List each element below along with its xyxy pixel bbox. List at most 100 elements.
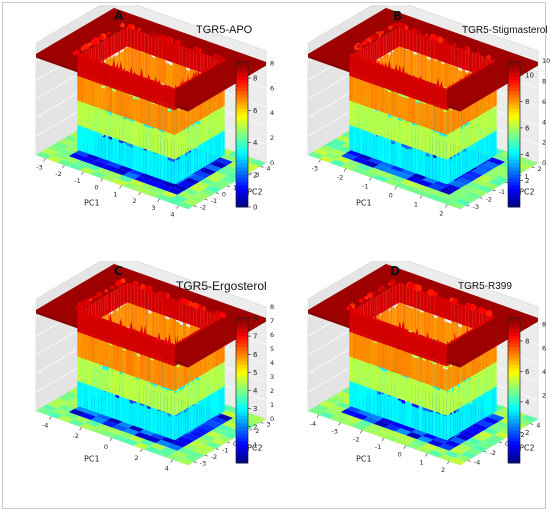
surface-cell [420,311,424,336]
colorbar-band [508,94,520,99]
surface-cell [411,356,416,380]
surface-cell [433,436,450,444]
surface-cell [119,88,123,117]
surface-cell [370,341,374,366]
surface-cell [188,152,191,176]
surface-cell [391,112,395,142]
surface-cell [160,410,165,437]
colorbar-band [508,394,520,399]
surface-cell [418,78,423,102]
surface-cell [443,450,461,458]
surface-cell [351,167,368,175]
surface-cell [413,53,417,78]
surface-cell [444,60,448,89]
colorbar-band [508,357,520,363]
surface-cell [183,177,200,185]
surface-cell [466,437,483,445]
surface-cell [94,132,99,158]
surface-cell [98,366,102,390]
surface-cell [420,287,424,311]
surface-cell [394,344,398,374]
colorbar-band [236,386,248,392]
surface-cell [436,84,440,108]
surface-cell [187,385,189,409]
surface-cell [219,134,221,158]
surface-cell [133,98,137,122]
surface-cell [94,338,99,364]
surface-cell [357,153,374,161]
surface-cell [91,126,95,156]
surface-cell [394,182,412,190]
surface-cell [377,285,385,293]
surface-cell [216,434,233,442]
surface-cell [143,99,147,126]
surface-cell [494,131,497,156]
colorbar-band [236,394,248,399]
colorbar-band [508,91,520,96]
surface-cell [391,68,395,72]
surface-cell [126,327,130,351]
surface-cell [356,105,360,129]
surface-cell [112,434,129,442]
surface-cell [422,103,426,128]
surface-cell [391,371,395,398]
surface-cell [77,98,81,127]
surface-cell [465,192,483,200]
surface-cell [427,194,444,202]
surface-cell [477,420,494,428]
surface-cell [201,321,204,331]
surface-cell [105,36,108,59]
surface-cell [425,332,430,340]
surface-cell [454,454,472,462]
x-axis-label: PC1 [84,199,100,208]
surface-cell [151,56,156,81]
surface-cell [432,103,437,132]
surface [307,263,539,465]
surface-cell [183,412,186,435]
surface-cell [91,58,95,82]
surface-cell [387,345,392,372]
surface-cell [133,186,151,194]
surface-cell [133,71,137,77]
x-tick-label: 3 [151,204,155,212]
surface-cell [122,142,126,167]
surface-cell [356,43,362,49]
colorbar-band [508,152,520,157]
surface-cell [483,161,500,169]
surface-cell [370,61,374,85]
surface-cell [477,143,479,167]
surface-cell [413,285,417,309]
surface-cell [94,59,99,84]
surface-cell [126,70,130,95]
surface-cell [80,360,85,384]
surface-cell [376,292,378,316]
x-tick-label: 4 [165,465,169,473]
y-tick [260,422,264,424]
surface-cell [203,139,205,168]
surface-cell [80,47,85,51]
surface-cell [58,149,75,157]
surface-cell [356,310,360,316]
surface-cell [123,304,126,330]
surface-cell [133,373,137,403]
surface-cell [112,112,116,139]
surface-cell [436,105,440,133]
surface-cell [488,178,505,186]
surface-cell [373,363,378,391]
surface-cell [366,362,371,389]
surface-cell [108,312,113,324]
surface-cell [438,198,455,206]
surface-cell [394,438,412,446]
surface-cell [174,84,177,91]
surface-cell [449,447,466,455]
surface-cell [380,339,385,369]
y-axis-label: PC2 [247,187,263,196]
surface-cell [352,124,357,153]
surface-cell [377,319,381,343]
surface-cell [432,83,437,107]
surface-cell [187,152,189,177]
surface-cell [464,150,467,174]
surface-cell [366,59,371,84]
surface-cell [377,291,380,315]
